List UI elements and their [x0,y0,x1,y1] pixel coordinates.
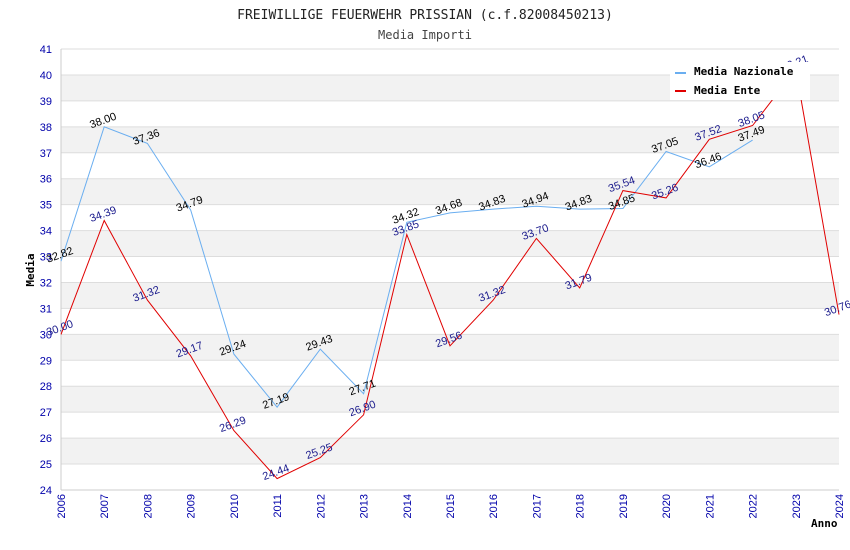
data-label-media-nazionale: 36.46 [693,151,723,172]
grid-band [61,386,839,413]
series-line-media-nazionale [60,126,753,409]
x-tick-label: 2021 [704,494,716,518]
y-tick-labels: 24 25 26 27 28 29 30 31 32 33 34 35 36 37 38 39 40 41 [40,44,52,497]
x-tick-label: 2010 [229,494,241,518]
x-tick-label: 2012 [315,494,327,518]
y-tick-label: 24 [40,485,52,497]
x-tick-label: 2016 [488,494,500,518]
x-tick-label: 2007 [99,494,111,518]
legend-label-media-nazionale: Media Nazionale [694,65,794,78]
grid-band [61,126,839,153]
x-tick-label: 2006 [56,494,68,518]
x-axis-title: Anno [811,517,838,530]
x-tick-label: 2015 [445,494,457,518]
y-tick-label: 29 [40,355,52,367]
grid-band [61,230,839,257]
y-tick-label: 25 [40,459,52,471]
x-tick-label: 2024 [834,494,846,518]
y-tick-label: 39 [40,96,52,108]
y-tick-label: 32 [40,277,52,289]
data-label-media-ente: 26.29 [218,414,248,435]
y-tick-label: 33 [40,252,52,264]
y-tick-label: 36 [40,174,52,186]
x-tick-label: 2009 [186,494,198,518]
y-tick-label: 41 [40,44,52,56]
y-axis-title: Media [24,253,37,286]
y-tick-label: 38 [40,122,52,134]
data-label-media-nazionale: 32.82 [45,245,75,266]
x-tick-label: 2013 [359,494,371,518]
legend-label-media-ente: Media Ente [694,84,761,97]
legend-background [670,62,810,100]
series-lines [60,68,840,480]
y-tick-label: 31 [40,303,52,315]
x-tick-label: 2022 [748,494,760,518]
x-tick-label: 2020 [661,494,673,518]
y-tick-label: 34 [40,226,52,238]
chart-title: FREIWILLIGE FEUERWEHR PRISSIAN (c.f.8200… [237,8,613,23]
y-tick-label: 35 [40,200,52,212]
y-tick-label: 28 [40,381,52,393]
grid-bands [61,74,839,465]
y-tick-label: 37 [40,148,52,160]
y-tick-label: 26 [40,433,52,445]
grid-band [61,282,839,309]
x-tick-label: 2019 [618,494,630,518]
x-tick-label: 2014 [402,494,414,518]
chart-subtitle: Media Importi [378,28,472,42]
grid-band [61,178,839,205]
data-labels: 32.8238.0037.3634.7929.2427.1929.4327.71… [45,53,850,483]
x-tick-label: 2023 [791,494,803,518]
y-tick-label: 30 [40,329,52,341]
y-tick-label: 40 [40,70,52,82]
x-tick-label: 2008 [142,494,154,518]
x-tick-label: 2011 [272,494,284,518]
y-tick-label: 27 [40,407,52,419]
grid-lines [61,48,839,491]
x-tick-label: 2017 [531,494,543,518]
x-tick-labels: 2006 2007 2008 2009 2010 2011 2012 2013 2014 2015… [56,494,846,518]
grid-band [61,438,839,465]
legend: Media Nazionale Media Ente [670,62,810,100]
x-tick-label: 2018 [575,494,587,518]
series-line-media-ente [60,68,840,480]
